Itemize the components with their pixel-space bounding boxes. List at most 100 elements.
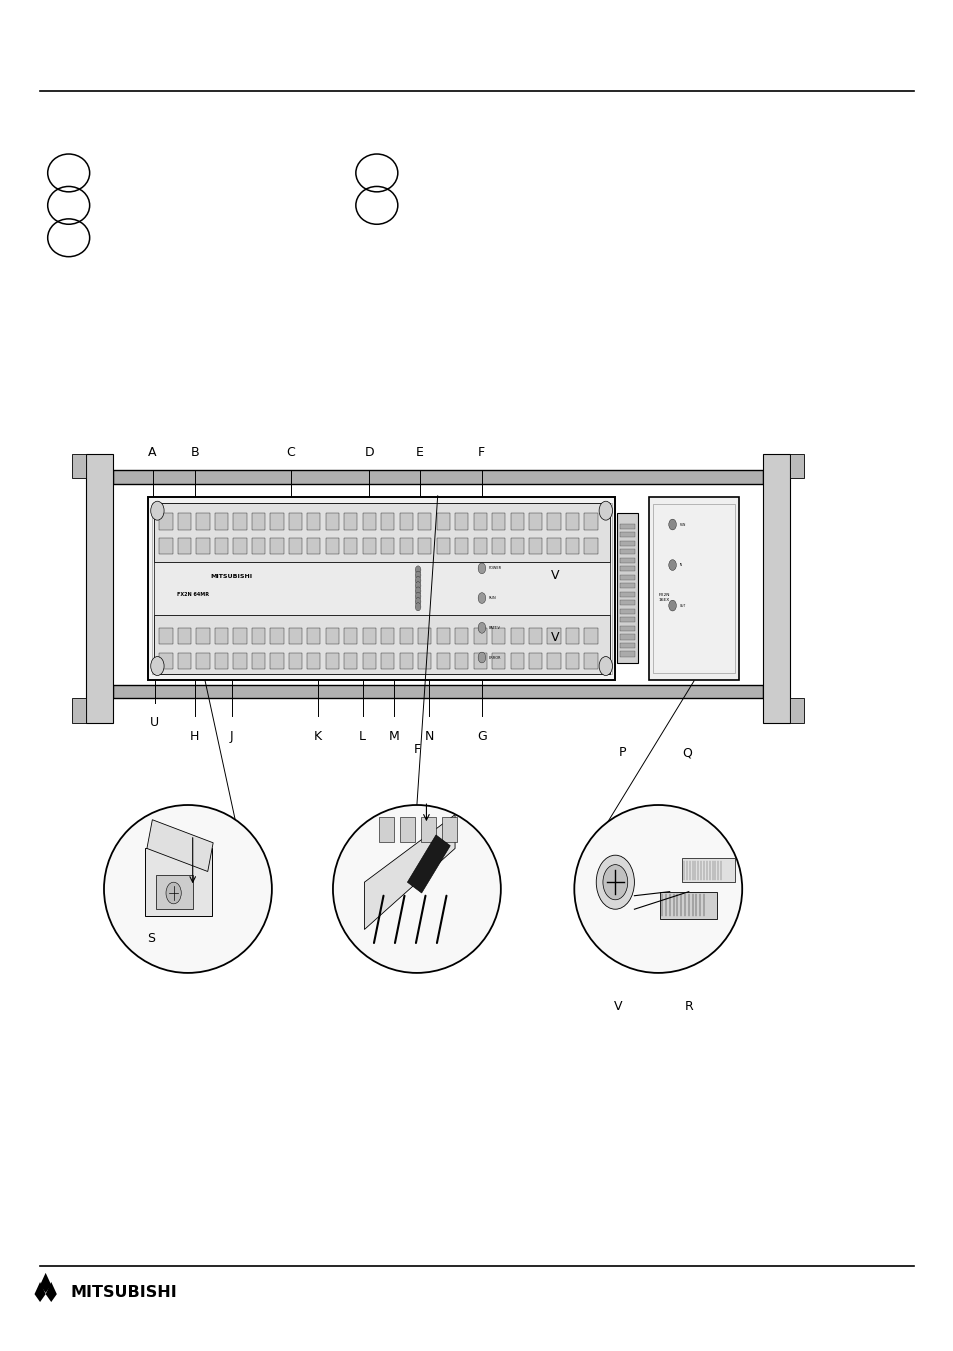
Bar bbox=[344, 538, 357, 554]
Bar bbox=[307, 653, 320, 669]
Circle shape bbox=[477, 623, 485, 634]
Text: IN: IN bbox=[679, 563, 682, 567]
Bar bbox=[399, 628, 413, 644]
Bar bbox=[177, 538, 191, 554]
Bar bbox=[619, 617, 635, 623]
Bar bbox=[145, 848, 212, 916]
Circle shape bbox=[415, 592, 420, 600]
Bar bbox=[378, 817, 394, 842]
Bar bbox=[584, 513, 598, 530]
Text: Q: Q bbox=[681, 746, 691, 759]
Bar bbox=[289, 513, 302, 530]
Bar bbox=[436, 628, 450, 644]
Circle shape bbox=[415, 566, 420, 574]
Bar bbox=[492, 653, 505, 669]
Bar bbox=[362, 513, 375, 530]
Circle shape bbox=[668, 600, 676, 611]
Bar bbox=[473, 653, 486, 669]
Circle shape bbox=[415, 586, 420, 594]
Bar bbox=[619, 626, 635, 631]
Circle shape bbox=[151, 501, 164, 520]
Bar bbox=[307, 513, 320, 530]
Bar bbox=[153, 503, 609, 562]
Circle shape bbox=[415, 603, 420, 611]
Bar bbox=[270, 653, 283, 669]
Bar bbox=[417, 538, 431, 554]
Bar bbox=[565, 628, 578, 644]
Bar bbox=[510, 628, 523, 644]
Bar bbox=[362, 538, 375, 554]
Bar bbox=[344, 628, 357, 644]
Bar bbox=[510, 653, 523, 669]
Text: F: F bbox=[413, 743, 420, 757]
Bar bbox=[252, 653, 265, 669]
Bar bbox=[399, 817, 415, 842]
Bar bbox=[380, 628, 394, 644]
Bar bbox=[289, 538, 302, 554]
Bar bbox=[565, 653, 578, 669]
Circle shape bbox=[602, 865, 627, 900]
Circle shape bbox=[596, 855, 634, 909]
Bar bbox=[196, 653, 210, 669]
Bar bbox=[528, 628, 541, 644]
Bar bbox=[344, 513, 357, 530]
Bar bbox=[252, 513, 265, 530]
Text: M: M bbox=[388, 730, 399, 743]
Ellipse shape bbox=[333, 805, 500, 973]
Bar bbox=[619, 540, 635, 546]
Bar bbox=[417, 653, 431, 669]
Bar bbox=[492, 513, 505, 530]
Bar bbox=[619, 524, 635, 528]
Text: MITSUBISHI: MITSUBISHI bbox=[211, 574, 253, 580]
Bar bbox=[307, 538, 320, 554]
Bar bbox=[196, 538, 210, 554]
Text: OUT: OUT bbox=[679, 604, 685, 608]
Bar bbox=[584, 653, 598, 669]
Bar bbox=[153, 615, 609, 674]
Bar bbox=[196, 513, 210, 530]
Circle shape bbox=[415, 582, 420, 590]
Bar bbox=[233, 628, 246, 644]
Bar bbox=[289, 653, 302, 669]
Text: J: J bbox=[230, 730, 233, 743]
Text: ERROR: ERROR bbox=[488, 655, 500, 659]
Circle shape bbox=[598, 501, 612, 520]
Polygon shape bbox=[34, 1282, 46, 1302]
Bar bbox=[362, 653, 375, 669]
Bar bbox=[547, 628, 560, 644]
Bar bbox=[619, 609, 635, 613]
Bar bbox=[112, 470, 762, 484]
Bar bbox=[455, 628, 468, 644]
Bar bbox=[380, 513, 394, 530]
Polygon shape bbox=[40, 1273, 51, 1293]
Bar bbox=[565, 538, 578, 554]
Bar bbox=[619, 643, 635, 648]
Bar bbox=[528, 653, 541, 669]
Bar bbox=[159, 628, 172, 644]
Bar bbox=[147, 820, 213, 871]
Bar bbox=[233, 513, 246, 530]
Text: A: A bbox=[149, 446, 156, 459]
Bar bbox=[659, 892, 717, 919]
Circle shape bbox=[166, 882, 181, 904]
Bar bbox=[214, 538, 228, 554]
Bar bbox=[441, 817, 456, 842]
Bar bbox=[436, 538, 450, 554]
Ellipse shape bbox=[104, 805, 272, 973]
Circle shape bbox=[668, 559, 676, 570]
Bar bbox=[196, 628, 210, 644]
Bar bbox=[565, 513, 578, 530]
Bar bbox=[473, 628, 486, 644]
Bar bbox=[153, 562, 609, 615]
Bar bbox=[619, 635, 635, 639]
Bar bbox=[156, 875, 193, 909]
Text: L: L bbox=[358, 730, 366, 743]
Bar bbox=[492, 628, 505, 644]
Bar bbox=[492, 538, 505, 554]
Bar bbox=[789, 454, 803, 478]
Bar bbox=[307, 628, 320, 644]
Bar bbox=[436, 653, 450, 669]
Bar bbox=[177, 628, 191, 644]
Bar bbox=[233, 538, 246, 554]
Text: E: E bbox=[416, 446, 423, 459]
